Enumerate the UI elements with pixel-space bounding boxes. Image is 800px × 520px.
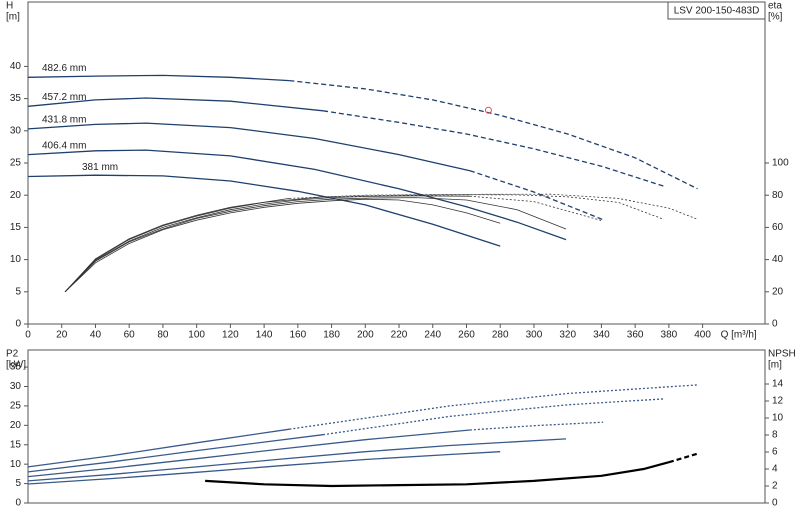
y2-tick-label: 2	[772, 481, 778, 492]
curve	[27, 429, 470, 478]
y-tick-label: 0	[15, 498, 21, 509]
y2-axis-label: [m]	[768, 360, 782, 371]
y-tick-label: 40	[10, 61, 22, 72]
y-axis-label: [m]	[6, 12, 20, 23]
x-tick-label: 60	[124, 330, 136, 341]
curve	[27, 428, 290, 468]
curve-label: 406.4 mm	[42, 140, 86, 151]
y2-tick-label: 12	[772, 396, 784, 407]
x-tick-label: 80	[157, 330, 169, 341]
curve	[64, 198, 290, 293]
operating-point	[484, 106, 492, 114]
curve-label: 482.6 mm	[42, 63, 86, 74]
curve	[27, 149, 567, 241]
x-tick-label: 220	[391, 330, 408, 341]
plot-frame	[27, 349, 766, 504]
curve	[27, 97, 324, 112]
y-tick-label: 5	[15, 286, 21, 297]
y-tick-label: 15	[10, 439, 22, 450]
x-tick-label: 280	[492, 330, 509, 341]
x-tick-label: 40	[90, 330, 102, 341]
y-tick-label: 5	[15, 478, 21, 489]
curve	[323, 110, 664, 187]
y-tick-label: 0	[15, 319, 21, 330]
y-axis-label: H	[6, 1, 13, 12]
curve	[469, 170, 604, 221]
x-tick-label: 160	[289, 330, 306, 341]
y2-tick-label: 0	[772, 319, 778, 330]
curve	[27, 451, 501, 485]
y-tick-label: 25	[10, 158, 22, 169]
y2-tick-label: 6	[772, 447, 778, 458]
curve	[289, 384, 698, 430]
x-tick-label: 120	[222, 330, 239, 341]
x-tick-label: 240	[424, 330, 441, 341]
y2-tick-label: 8	[772, 430, 778, 441]
y-tick-label: 15	[10, 222, 22, 233]
curve	[469, 195, 604, 222]
x-tick-label: 380	[661, 330, 678, 341]
curve	[27, 74, 290, 82]
curve-label: 381 mm	[82, 162, 118, 173]
y2-axis-label: NPSH	[768, 349, 796, 360]
y-tick-label: 10	[10, 459, 22, 470]
x-tick-label: 180	[323, 330, 340, 341]
y2-tick-label: 4	[772, 464, 778, 475]
y2-tick-label: 0	[772, 498, 778, 509]
curve	[205, 461, 670, 488]
curve	[27, 434, 324, 473]
y2-axis-label: eta	[768, 1, 782, 12]
y-axis-label: [kW]	[6, 360, 26, 371]
y2-tick-label: 80	[772, 190, 784, 201]
title-box	[667, 1, 766, 20]
curve	[64, 197, 567, 293]
x-tick-label: 0	[25, 330, 31, 341]
curve-label: 431.8 mm	[42, 115, 86, 126]
x-tick-label: 100	[188, 330, 205, 341]
y2-tick-label: 60	[772, 222, 784, 233]
y-tick-label: 10	[10, 254, 22, 265]
curve	[27, 122, 471, 172]
curve-label: 457.2 mm	[42, 92, 86, 103]
y2-tick-label: 100	[772, 158, 789, 169]
curve	[27, 438, 567, 482]
y2-tick-label: 40	[772, 254, 784, 265]
curve	[289, 193, 698, 220]
curve	[64, 195, 470, 293]
curve	[64, 198, 501, 293]
y-tick-label: 20	[10, 420, 22, 431]
chart-title: LSV 200-150-483D	[674, 6, 760, 17]
x-tick-label: 340	[593, 330, 610, 341]
y-tick-label: 25	[10, 401, 22, 412]
x-tick-label: 260	[458, 330, 475, 341]
x-axis-label: Q [m³/h]	[721, 330, 757, 341]
y2-tick-label: 10	[772, 413, 784, 424]
curve	[289, 79, 698, 190]
y-tick-label: 30	[10, 125, 22, 136]
x-tick-label: 400	[694, 330, 711, 341]
curve	[668, 452, 698, 464]
x-tick-label: 140	[256, 330, 273, 341]
curve	[469, 421, 604, 431]
y-tick-label: 30	[10, 381, 22, 392]
x-tick-label: 320	[559, 330, 576, 341]
y-axis-label: P2	[6, 349, 19, 360]
y2-tick-label: 20	[772, 286, 784, 297]
y2-tick-label: 14	[772, 379, 784, 390]
x-tick-label: 200	[357, 330, 374, 341]
x-tick-label: 300	[526, 330, 543, 341]
y-tick-label: 20	[10, 190, 22, 201]
curve	[27, 174, 501, 247]
x-tick-label: 360	[627, 330, 644, 341]
x-tick-label: 20	[56, 330, 68, 341]
y-tick-label: 35	[10, 362, 22, 373]
y-tick-label: 35	[10, 93, 22, 104]
y2-axis-label: [%]	[768, 12, 783, 23]
